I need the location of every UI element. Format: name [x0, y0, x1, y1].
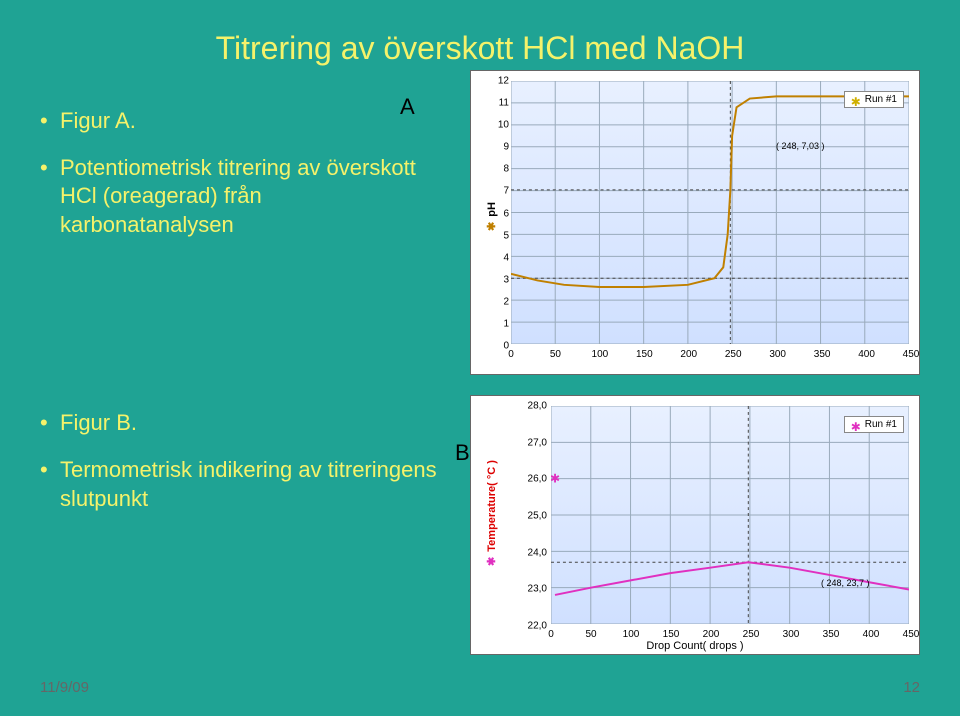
chart-a-plot: ( 248, 7,03 ) — [511, 81, 909, 344]
chart-a: ✱ pH ( 248, 7,03 ) ✱ Run #1 012345678910… — [470, 70, 920, 375]
chart-a-legend: ✱ Run #1 — [844, 91, 904, 108]
bullet-figur-a: Figur A. — [40, 107, 440, 136]
chart-b-annotation: ( 248, 23,7 ) — [821, 578, 870, 588]
chart-b-legend: ✱ Run #1 — [844, 416, 904, 433]
svg-text:✱: ✱ — [551, 472, 560, 486]
footer-date: 11/9/09 — [40, 679, 89, 696]
chart-b-svg: ✱ — [551, 406, 909, 624]
chart-b: ✱ Temperature( °C ) Drop Count( drops ) … — [470, 395, 920, 655]
slide-title: Titrering av överskott HCl med NaOH — [40, 30, 920, 67]
bullet-figur-b: Figur B. — [40, 409, 440, 438]
label-a: A — [400, 94, 415, 120]
label-b: B — [455, 440, 470, 466]
chart-b-xlabel: Drop Count( drops ) — [646, 640, 743, 652]
chart-b-plot: ✱ ( 248, 23,7 ) — [551, 406, 909, 624]
footer-page: 12 — [903, 679, 920, 696]
bullet-termometrisk: Termometrisk indikering av titreringens … — [40, 456, 440, 513]
chart-a-annotation: ( 248, 7,03 ) — [776, 141, 825, 151]
chart-a-svg — [511, 81, 909, 344]
bullet-potentiometrisk: Potentiometrisk titrering av överskott H… — [40, 154, 440, 240]
